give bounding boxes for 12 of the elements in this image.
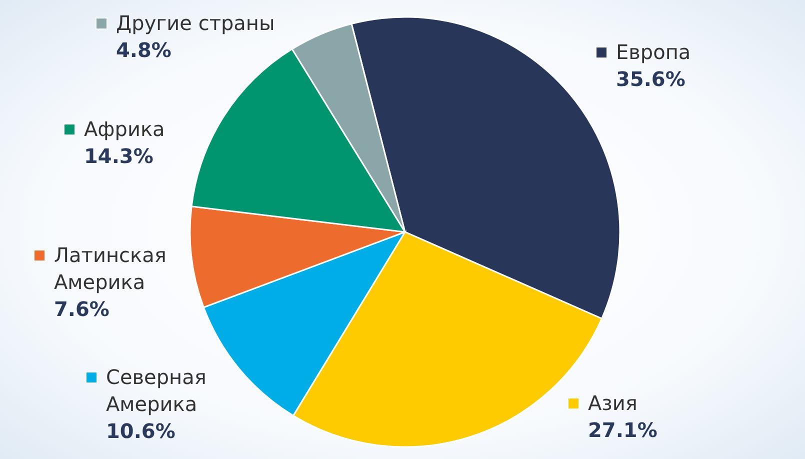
data-label: 35.6% bbox=[616, 67, 686, 91]
legend-label: Европа bbox=[616, 40, 691, 64]
data-label: 10.6% bbox=[106, 419, 176, 443]
legend-label: Другие страны bbox=[116, 11, 275, 35]
legend-label: Латинская Америка bbox=[54, 243, 166, 294]
legend-label: Северная Америка bbox=[106, 365, 206, 416]
data-label: 14.3% bbox=[84, 144, 154, 168]
legend-label: Азия bbox=[588, 391, 638, 415]
legend-label: Африка bbox=[84, 117, 165, 141]
data-label: 4.8% bbox=[116, 38, 172, 62]
data-label: 7.6% bbox=[54, 297, 110, 321]
data-label: 27.1% bbox=[588, 418, 658, 442]
